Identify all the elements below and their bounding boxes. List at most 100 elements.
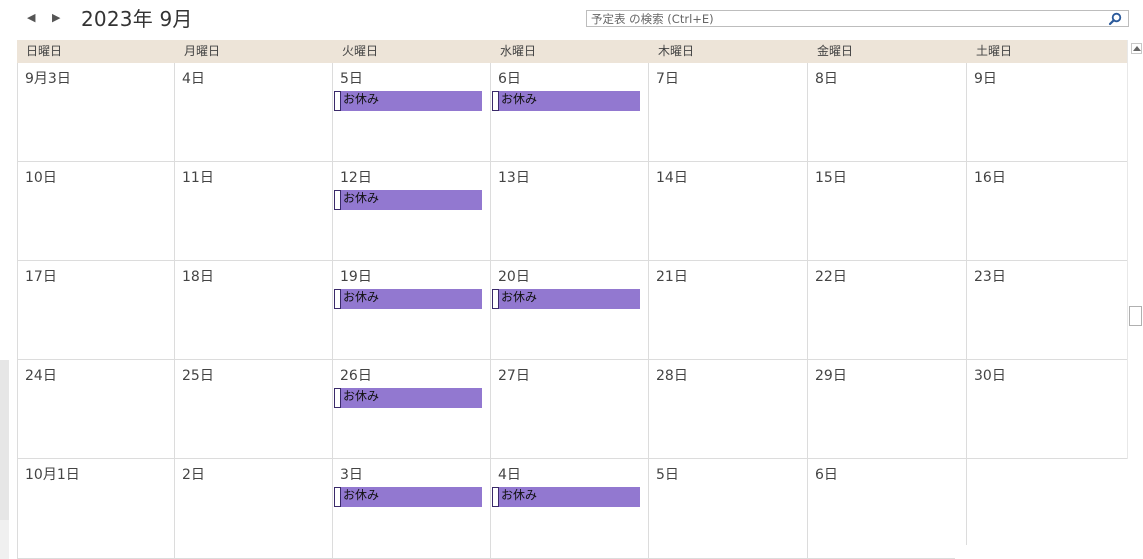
event-title: お休み — [343, 488, 380, 502]
day-cell[interactable]: 11日 — [175, 162, 333, 261]
calendar-event[interactable]: お休み — [492, 289, 640, 309]
day-cell[interactable]: 24日 — [17, 360, 175, 459]
calendar-event[interactable]: お休み — [334, 388, 482, 408]
day-cell[interactable]: 7日 — [649, 63, 808, 162]
event-title: お休み — [343, 191, 380, 205]
day-number: 13日 — [498, 170, 530, 186]
day-number: 27日 — [498, 368, 530, 384]
day-number: 18日 — [182, 269, 214, 285]
day-cell[interactable]: 23日 — [967, 261, 1127, 360]
calendar-event[interactable]: お休み — [334, 91, 482, 111]
weekday-header: 日曜日 月曜日 火曜日 水曜日 木曜日 金曜日 土曜日 — [17, 40, 1127, 63]
event-status-marker-icon — [334, 388, 341, 408]
day-number: 4日 — [498, 467, 521, 483]
weekday-header-6: 土曜日 — [976, 44, 1013, 58]
day-number: 30日 — [974, 368, 1006, 384]
day-number: 2日 — [182, 467, 205, 483]
calendar-event[interactable]: お休み — [334, 487, 482, 507]
day-cell[interactable]: 13日 — [491, 162, 649, 261]
day-cell[interactable]: 8日 — [808, 63, 967, 162]
day-number: 22日 — [815, 269, 847, 285]
day-number: 5日 — [656, 467, 679, 483]
day-number: 7日 — [656, 71, 679, 87]
day-cell[interactable]: 10月1日 — [17, 459, 175, 559]
day-cell[interactable]: 21日 — [649, 261, 808, 360]
calendar-event[interactable]: お休み — [492, 91, 640, 111]
day-number: 11日 — [182, 170, 214, 186]
scroll-thumb[interactable] — [1129, 306, 1142, 326]
day-cell[interactable]: 16日 — [967, 162, 1127, 261]
left-edge-shade — [0, 360, 9, 520]
day-number: 5日 — [340, 71, 363, 87]
day-cell[interactable]: 19日お休み — [333, 261, 491, 360]
day-cell[interactable]: 20日お休み — [491, 261, 649, 360]
day-cell[interactable]: 4日お休み — [491, 459, 649, 559]
day-cell[interactable]: 9月3日 — [17, 63, 175, 162]
search-icon[interactable] — [1108, 12, 1122, 26]
day-number: 28日 — [656, 368, 688, 384]
day-cell[interactable]: 10日 — [17, 162, 175, 261]
day-cell[interactable]: 14日 — [649, 162, 808, 261]
left-edge-strip — [0, 0, 9, 559]
event-status-marker-icon — [334, 289, 341, 309]
event-title: お休み — [343, 92, 380, 106]
day-cell[interactable]: 4日 — [175, 63, 333, 162]
day-cell[interactable]: 22日 — [808, 261, 967, 360]
event-status-marker-icon — [492, 487, 499, 507]
event-status-marker-icon — [334, 487, 341, 507]
day-cell[interactable]: 5日お休み — [333, 63, 491, 162]
day-cell[interactable]: 2日 — [175, 459, 333, 559]
weekday-header-2: 火曜日 — [342, 44, 379, 58]
event-title: お休み — [501, 290, 538, 304]
day-number: 20日 — [498, 269, 530, 285]
month-title: 2023年 9月 — [81, 7, 193, 31]
calendar-event[interactable]: お休み — [334, 289, 482, 309]
calendar-search-box[interactable] — [586, 10, 1129, 27]
vertical-scrollbar[interactable] — [1127, 40, 1143, 559]
day-number: 6日 — [498, 71, 521, 87]
weekday-header-0: 日曜日 — [26, 44, 63, 58]
event-status-marker-icon — [334, 190, 341, 210]
event-status-marker-icon — [492, 289, 499, 309]
scroll-up-arrow-icon[interactable] — [1131, 43, 1142, 54]
day-cell[interactable]: 26日 お休み — [333, 360, 491, 459]
day-number: 21日 — [656, 269, 688, 285]
day-cell[interactable]: 28日 — [649, 360, 808, 459]
white-overlay-fragment — [955, 545, 975, 559]
calendar-event[interactable]: お休み — [334, 190, 482, 210]
day-cell[interactable]: 15日 — [808, 162, 967, 261]
day-cell[interactable]: 9日 — [967, 63, 1127, 162]
calendar-event[interactable]: お休み — [492, 487, 640, 507]
day-number: 23日 — [974, 269, 1006, 285]
day-number: 24日 — [25, 368, 57, 384]
day-number: 12日 — [340, 170, 372, 186]
day-cell[interactable]: 29日 — [808, 360, 967, 459]
day-cell[interactable]: 18日 — [175, 261, 333, 360]
previous-month-button[interactable]: ◀ — [27, 11, 36, 24]
day-cell[interactable]: 25日 — [175, 360, 333, 459]
day-cell[interactable]: 27日 — [491, 360, 649, 459]
search-input[interactable] — [591, 11, 1101, 26]
day-cell[interactable]: 17日 — [17, 261, 175, 360]
event-title: お休み — [501, 92, 538, 106]
day-cell[interactable]: 12日お休み — [333, 162, 491, 261]
event-title: お休み — [343, 389, 380, 403]
event-title: お休み — [501, 488, 538, 502]
month-grid: 日曜日 月曜日 火曜日 水曜日 木曜日 金曜日 土曜日 9月3日 4日 5日 お休み 6日 お休み 7日… — [17, 40, 1127, 559]
day-cell[interactable]: 5日 — [649, 459, 808, 559]
day-number: 10月1日 — [25, 467, 80, 483]
left-edge-shade-lower — [0, 520, 9, 559]
day-cell[interactable]: 6日 — [808, 459, 967, 559]
white-overlay-region — [968, 459, 1143, 559]
day-number: 10日 — [25, 170, 57, 186]
day-number: 15日 — [815, 170, 847, 186]
day-cell[interactable]: 3日 お休み — [333, 459, 491, 559]
day-number: 19日 — [340, 269, 372, 285]
day-number: 9月3日 — [25, 71, 71, 87]
next-month-button[interactable]: ▶ — [52, 11, 61, 24]
weekday-header-1: 月曜日 — [184, 44, 221, 58]
day-cell[interactable]: 30日 — [967, 360, 1127, 459]
event-status-marker-icon — [334, 91, 341, 111]
weekday-header-5: 金曜日 — [817, 44, 854, 58]
day-cell[interactable]: 6日お休み — [491, 63, 649, 162]
